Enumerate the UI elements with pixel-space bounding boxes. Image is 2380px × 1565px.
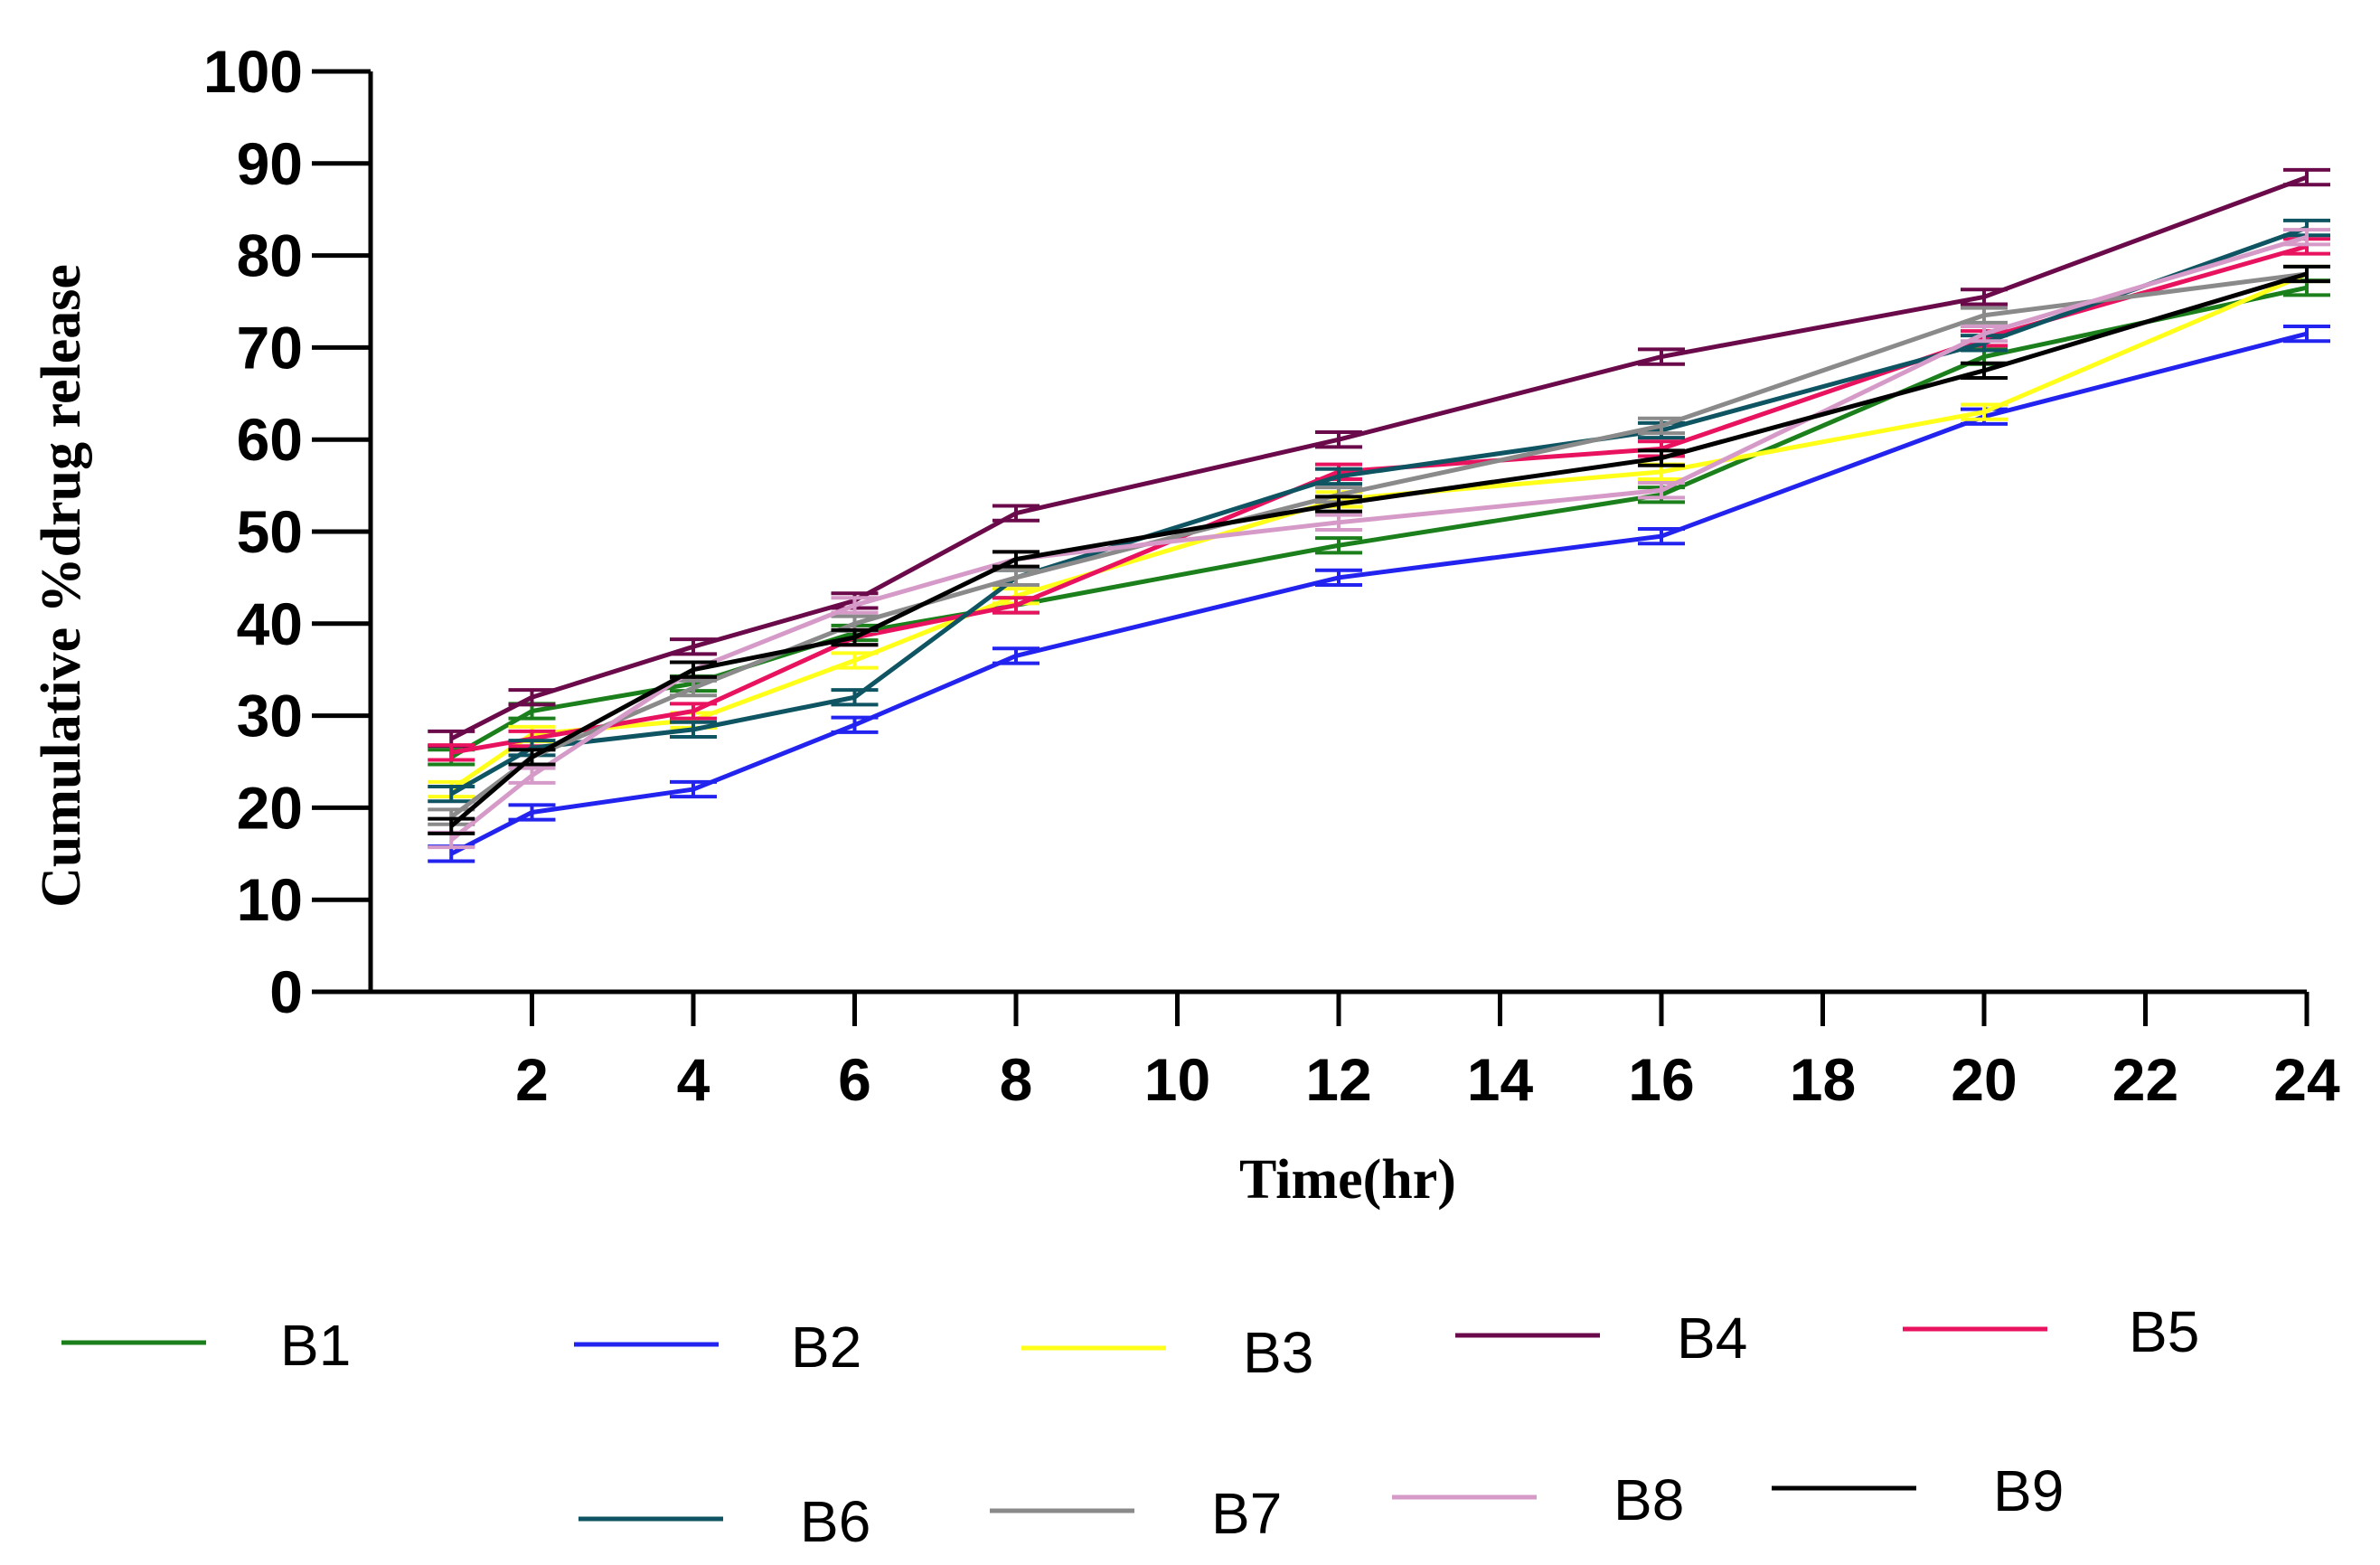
x-tick-label: 4 [677, 1046, 710, 1113]
x-axis-title: Time(hr) [1239, 1149, 1456, 1211]
legend-item-b9: B9 [1772, 1458, 2064, 1523]
legend-label: B2 [791, 1315, 861, 1380]
y-tick-label: 10 [237, 866, 303, 933]
legend-label: B4 [1677, 1306, 1747, 1371]
series-line [449, 271, 2308, 792]
legend-item-b8: B8 [1392, 1467, 1684, 1532]
y-tick-label: 30 [237, 683, 303, 750]
legend-label: B7 [1211, 1481, 1282, 1546]
x-tick-label: 12 [1305, 1046, 1371, 1113]
y-tick-label: 60 [237, 406, 303, 473]
series-b9 [428, 264, 2330, 835]
legend-item-b4: B4 [1455, 1306, 1747, 1371]
legend-label: B9 [1993, 1458, 2064, 1523]
x-tick-label: 22 [2112, 1046, 2178, 1113]
x-tick-label: 10 [1144, 1046, 1210, 1113]
legend-item-b6: B6 [579, 1489, 870, 1554]
legend-label: B1 [280, 1313, 351, 1378]
x-tick-label: 16 [1628, 1046, 1694, 1113]
x-tick-label: 2 [515, 1046, 549, 1113]
x-tick-label: 8 [1000, 1046, 1033, 1113]
legend: B1 B2 B3 B4 B5 B6 B7 B8 B9 [61, 1299, 2199, 1554]
legend-item-b3: B3 [1021, 1320, 1313, 1385]
series-layer [428, 167, 2330, 863]
legend-item-b7: B7 [990, 1481, 1282, 1546]
series-b4 [428, 167, 2330, 749]
legend-label: B5 [2129, 1299, 2199, 1364]
y-tick-label: 50 [237, 498, 303, 565]
series-line [449, 271, 2308, 828]
series-line [450, 331, 2308, 856]
legend-label: B8 [1613, 1467, 1684, 1532]
x-tick-label: 24 [2273, 1046, 2340, 1113]
x-tick-label: 14 [1467, 1046, 1534, 1113]
x-tick-label: 18 [1790, 1046, 1856, 1113]
y-tick-label: 70 [237, 314, 303, 381]
y-tick-label: 80 [237, 222, 303, 289]
y-axis-title: Cumulative %drug release [31, 264, 92, 908]
legend-item-b2: B2 [574, 1315, 861, 1380]
legend-item-b1: B1 [61, 1313, 351, 1378]
y-tick-label: 90 [237, 130, 303, 197]
legend-item-b5: B5 [1903, 1299, 2199, 1364]
legend-label: B6 [800, 1489, 870, 1554]
x-tick-label: 6 [838, 1046, 871, 1113]
y-tick-label: 20 [237, 774, 303, 841]
y-tick-label: 40 [237, 590, 303, 657]
series-b2 [428, 324, 2330, 863]
x-tick-label: 20 [1951, 1046, 2017, 1113]
y-tick-label: 0 [269, 958, 303, 1025]
legend-label: B3 [1243, 1320, 1313, 1385]
y-tick-label: 100 [203, 38, 303, 105]
